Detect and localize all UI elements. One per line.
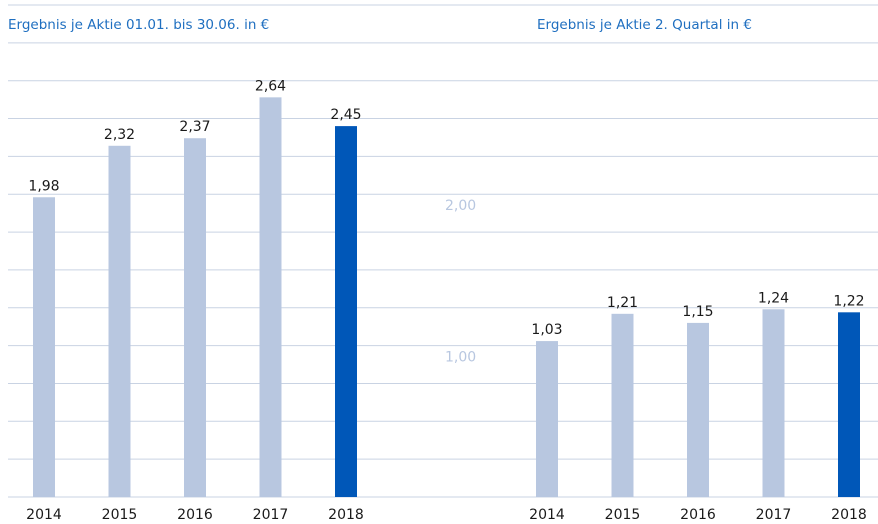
x-tick-label: 2014 — [26, 507, 62, 523]
data-label: 2,64 — [255, 78, 286, 94]
x-tick-label: 2015 — [605, 507, 641, 523]
bar — [838, 312, 860, 497]
bar — [184, 138, 206, 498]
data-label: 2,45 — [330, 107, 361, 123]
data-label: 1,15 — [682, 304, 713, 320]
data-label: 1,03 — [531, 322, 562, 338]
bar — [33, 197, 55, 497]
x-tick-label: 2018 — [328, 507, 364, 523]
x-tick-label: 2016 — [680, 507, 716, 523]
x-tick-label: 2017 — [253, 507, 289, 523]
bar — [335, 126, 357, 497]
bar — [108, 145, 131, 497]
data-label: 1,21 — [607, 295, 638, 311]
bar — [536, 341, 558, 497]
bar — [762, 309, 785, 497]
data-label: 2,37 — [179, 119, 210, 135]
x-tick-label: 2018 — [831, 507, 867, 523]
chart-title: Ergebnis je Aktie 01.01. bis 30.06. in € — [8, 17, 269, 33]
x-tick-label: 2014 — [529, 507, 565, 523]
y-tick-label: 1,00 — [445, 350, 476, 366]
data-label: 1,22 — [833, 293, 864, 309]
x-tick-label: 2015 — [102, 507, 138, 523]
data-label: 2,32 — [104, 127, 135, 143]
x-tick-label: 2017 — [756, 507, 792, 523]
bar — [611, 313, 634, 497]
data-label: 1,98 — [28, 178, 59, 194]
bar — [259, 97, 282, 498]
bar — [687, 322, 709, 497]
chart-title: Ergebnis je Aktie 2. Quartal in € — [537, 17, 752, 33]
y-tick-label: 2,00 — [445, 198, 476, 214]
data-label: 1,24 — [758, 290, 789, 306]
x-tick-label: 2016 — [177, 507, 213, 523]
